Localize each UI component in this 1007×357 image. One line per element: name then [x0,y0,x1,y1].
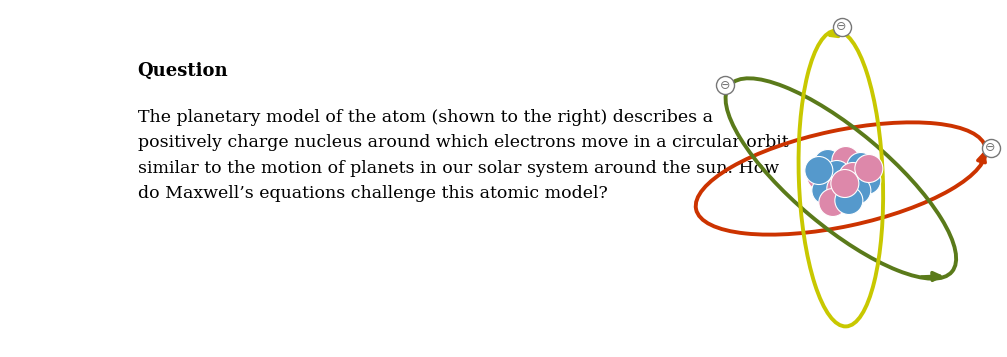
Text: Question: Question [138,62,229,80]
Text: ⊖: ⊖ [837,20,847,33]
Text: The planetary model of the atom (shown to the right) describes a
positively char: The planetary model of the atom (shown t… [138,109,788,202]
Ellipse shape [855,155,883,182]
Text: ⊖: ⊖ [986,141,996,154]
Ellipse shape [819,188,847,216]
Ellipse shape [839,162,867,191]
Ellipse shape [831,170,859,197]
Ellipse shape [827,175,855,202]
Ellipse shape [812,176,840,205]
Ellipse shape [847,152,875,181]
Ellipse shape [823,161,851,188]
Ellipse shape [807,162,835,191]
Ellipse shape [832,146,860,175]
Ellipse shape [814,150,842,177]
Ellipse shape [853,166,881,195]
Ellipse shape [805,156,833,185]
Text: ⊖: ⊖ [720,79,730,92]
Ellipse shape [835,186,863,215]
Ellipse shape [843,176,871,205]
